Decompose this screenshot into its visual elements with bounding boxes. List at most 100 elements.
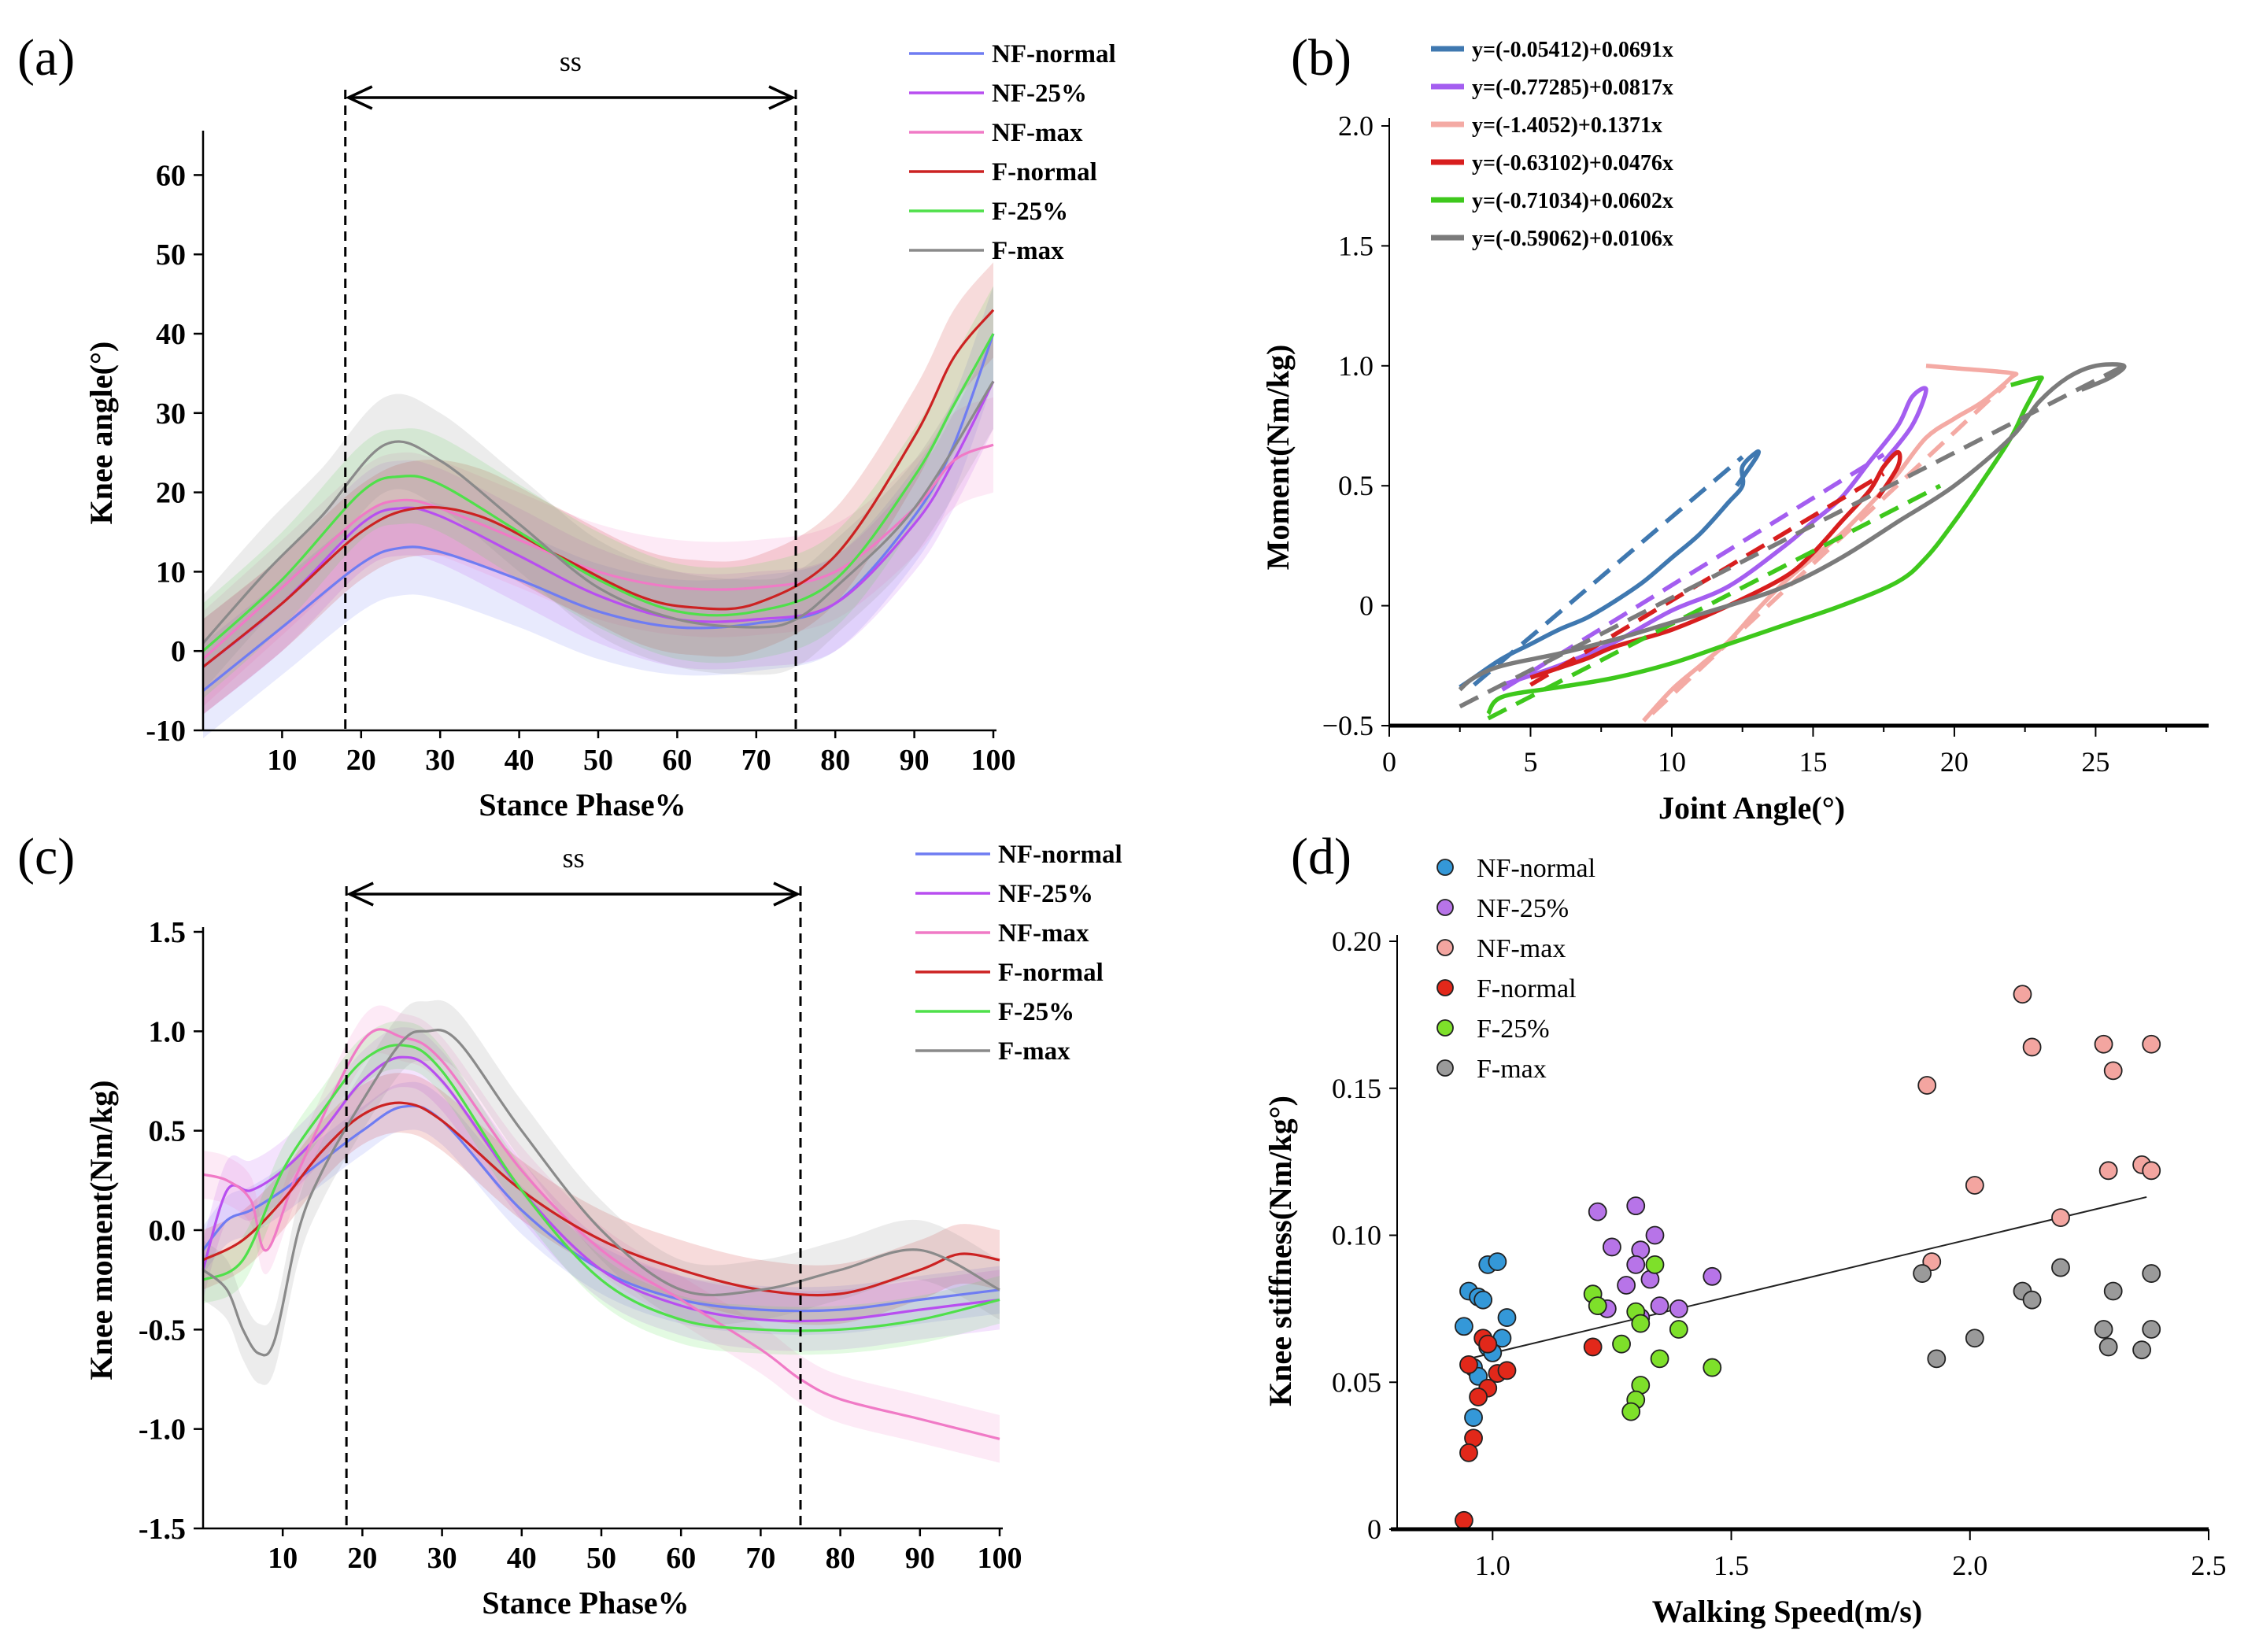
- x-tick-label-b-0: 0: [1382, 746, 1396, 778]
- loop-line-b-3: [1529, 449, 1902, 680]
- legend-label-b-0: y=(-0.05412)+0.0691x: [1472, 38, 1673, 62]
- y-tick-label-c-5: 1.0: [149, 1015, 187, 1048]
- y-axis-label-d: Knee stiffness(Nm/kg°): [1263, 1096, 1298, 1406]
- legend-label-d-3: F-normal: [1477, 974, 1577, 1003]
- chart-a: -10 0 10 20 30 40 50 60 10 20 30 40 50 60 70 80 90 100 ss N…: [83, 40, 1116, 822]
- scatter-point-d-2-10: [2051, 1208, 2070, 1227]
- x-tick-label-c-1: 20: [347, 1542, 377, 1575]
- scatter-point-d-4-7: [1669, 1320, 1688, 1339]
- series-line-c-4: [202, 1044, 1000, 1332]
- x-tick-label-a-8: 90: [900, 744, 930, 777]
- y-tick-label-a-4: 30: [156, 397, 186, 431]
- scatter-point-d-5-8: [1965, 1329, 1984, 1348]
- x-tick-label-d-1: 1.5: [1714, 1550, 1749, 1581]
- scatter-point-d-1-11: [1703, 1266, 1722, 1286]
- ss-arrow-head-right-c: [773, 881, 801, 907]
- ss-label-a: ss: [560, 46, 582, 77]
- scatter-point-d-2-2: [2142, 1034, 2161, 1054]
- x-tick-label-c-4: 50: [586, 1542, 616, 1575]
- scatter-point-d-5-2: [2142, 1264, 2161, 1283]
- legend-marker-d-2: [1436, 939, 1454, 956]
- scatter-point-d-2-1: [2094, 1034, 2113, 1054]
- y-tick-label-a-6: 50: [156, 238, 186, 272]
- y-tick-label-b-1: 0: [1359, 590, 1374, 622]
- series-line-c-2: [202, 1028, 1000, 1440]
- y-tick-label-b-2: 0.5: [1338, 470, 1374, 501]
- y-tick-label-a-1: 0: [171, 635, 186, 668]
- scatter-point-d-5-6: [2094, 1320, 2113, 1339]
- scatter-point-d-1-0: [1588, 1202, 1607, 1221]
- legend-marker-d-5: [1436, 1059, 1454, 1077]
- scatter-point-d-0-5: [1488, 1252, 1507, 1272]
- y-axis-label-b: Moment(Nm/kg): [1260, 345, 1296, 571]
- legend-label-b-4: y=(-0.71034)+0.0602x: [1472, 189, 1673, 213]
- scatter-point-d-4-2: [1645, 1255, 1665, 1274]
- sd-band-c-2: [203, 1005, 1000, 1463]
- legend-label-b-5: y=(-0.59062)+0.0106x: [1472, 227, 1673, 251]
- legend-label-a-4: F-25%: [992, 198, 1068, 226]
- scatter-point-d-3-6: [1469, 1388, 1488, 1406]
- series-line-c-1: [202, 1055, 1000, 1323]
- y-tick-label-c-4: 0.5: [149, 1115, 187, 1148]
- x-tick-label-b-3: 15: [1799, 746, 1827, 778]
- scatter-point-d-2-4: [2103, 1061, 2123, 1081]
- legend-label-a-1: NF-25%: [992, 79, 1087, 108]
- x-tick-label-c-7: 80: [826, 1542, 856, 1575]
- fit-line-b-5: [1459, 364, 2125, 709]
- series-line-c-0: [202, 1104, 1000, 1313]
- scatter-point-d-5-4: [2022, 1290, 2042, 1310]
- scatter-point-d-1-1: [1626, 1196, 1646, 1216]
- scatter-point-d-3-2: [1478, 1334, 1498, 1354]
- scatter-point-d-5-7: [2142, 1320, 2161, 1339]
- scatter-point-d-3-4: [1497, 1361, 1517, 1380]
- scatter-point-d-5-9: [2098, 1337, 2118, 1357]
- y-tick-label-b-0: −0.5: [1322, 710, 1374, 741]
- legend-label-b-2: y=(-1.4052)+0.1371x: [1472, 113, 1662, 138]
- scatter-point-d-1-2: [1603, 1237, 1621, 1257]
- panel-label-d: (d): [1291, 828, 1351, 885]
- x-tick-label-a-2: 30: [425, 744, 455, 777]
- loop-line-b-4: [1486, 375, 2044, 715]
- y-tick-label-c-0: -1.5: [139, 1513, 186, 1546]
- panel-label-b: (b): [1291, 29, 1351, 87]
- y-tick-label-b-3: 1.0: [1338, 350, 1374, 382]
- legend-marker-d-1: [1436, 899, 1454, 916]
- y-tick-label-a-3: 20: [156, 477, 186, 510]
- y-tick-label-c-6: 1.5: [149, 916, 187, 949]
- legend-label-d-1: NF-25%: [1477, 894, 1569, 923]
- series-line-c-5: [202, 1029, 1000, 1357]
- sd-band-c-4: [203, 1021, 1000, 1355]
- legend-label-c-3: F-normal: [998, 959, 1104, 987]
- y-tick-label-a-2: 10: [156, 556, 186, 589]
- y-tick-label-d-0: 0: [1367, 1513, 1381, 1545]
- scatter-point-d-5-1: [2051, 1258, 2070, 1277]
- fit-line-b-3: [1529, 471, 1885, 687]
- scatter-point-d-2-8: [2098, 1161, 2118, 1181]
- x-tick-label-c-6: 70: [745, 1542, 775, 1575]
- ss-arrow-head-left-a: [345, 85, 373, 110]
- x-tick-label-a-6: 70: [741, 744, 771, 777]
- y-tick-label-a-5: 40: [156, 318, 186, 351]
- legend-label-d-5: F-max: [1477, 1055, 1547, 1084]
- fit-line-b-2: [1650, 383, 2007, 715]
- x-tick-label-d-2: 2.0: [1952, 1550, 1987, 1581]
- y-tick-label-c-1: -1.0: [139, 1414, 186, 1447]
- legend-label-d-0: NF-normal: [1477, 854, 1595, 883]
- legend-label-a-5: F-max: [992, 237, 1064, 265]
- series-line-a-0: [202, 333, 995, 692]
- x-tick-label-b-1: 5: [1523, 746, 1537, 778]
- series-line-a-3: [202, 309, 995, 668]
- ss-arrow-head-right-a: [768, 85, 797, 110]
- legend-label-a-0: NF-normal: [992, 40, 1116, 68]
- scatter-point-d-5-10: [2132, 1340, 2151, 1360]
- legend-label-c-2: NF-max: [998, 919, 1089, 948]
- scatter-point-d-2-5: [1917, 1076, 1937, 1095]
- legend-label-d-4: F-25%: [1477, 1014, 1550, 1044]
- panel-label-a: (a): [17, 29, 75, 87]
- x-tick-label-c-0: 10: [268, 1542, 298, 1575]
- y-tick-label-d-3: 0.15: [1332, 1073, 1381, 1104]
- chart-d: 0 0.05 0.10 0.15 0.20 1.0 1.5 2.0 2.5 NF-normal NF…: [1263, 854, 2227, 1629]
- y-tick-label-d-4: 0.20: [1332, 926, 1381, 957]
- x-tick-label-a-4: 50: [583, 744, 613, 777]
